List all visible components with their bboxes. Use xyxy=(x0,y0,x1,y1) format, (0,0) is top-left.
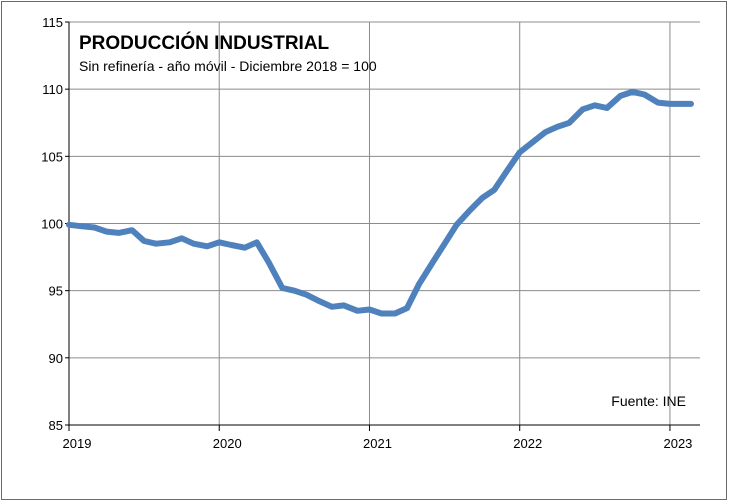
x-tick-label: 2020 xyxy=(213,436,242,451)
axes xyxy=(65,21,700,431)
y-tick-label: 110 xyxy=(42,82,63,97)
y-tick-labels: 85 90 95 100 105 110 115 xyxy=(41,15,63,433)
y-tick-label: 85 xyxy=(49,418,63,433)
series-line xyxy=(66,88,694,317)
x-tick-labels: 2019 2020 2021 2022 2023 xyxy=(63,436,693,451)
x-tick-label: 2023 xyxy=(663,436,692,451)
x-tick-label: 2021 xyxy=(363,436,392,451)
x-tick-label: 2022 xyxy=(513,436,542,451)
grid-lines xyxy=(68,21,700,426)
y-tick-label: 105 xyxy=(41,149,63,164)
x-tick-label: 2019 xyxy=(63,436,92,451)
y-tick-label: 95 xyxy=(49,284,63,299)
y-tick-label: 115 xyxy=(42,15,63,30)
chart-title: PRODUCCIÓN INDUSTRIAL xyxy=(79,32,330,54)
chart-subtitle: Sin refinería - año móvil - Diciembre 20… xyxy=(79,58,377,74)
y-tick-label: 100 xyxy=(41,217,63,232)
y-tick-label: 90 xyxy=(49,351,63,366)
source-label: Fuente: INE xyxy=(611,393,686,409)
